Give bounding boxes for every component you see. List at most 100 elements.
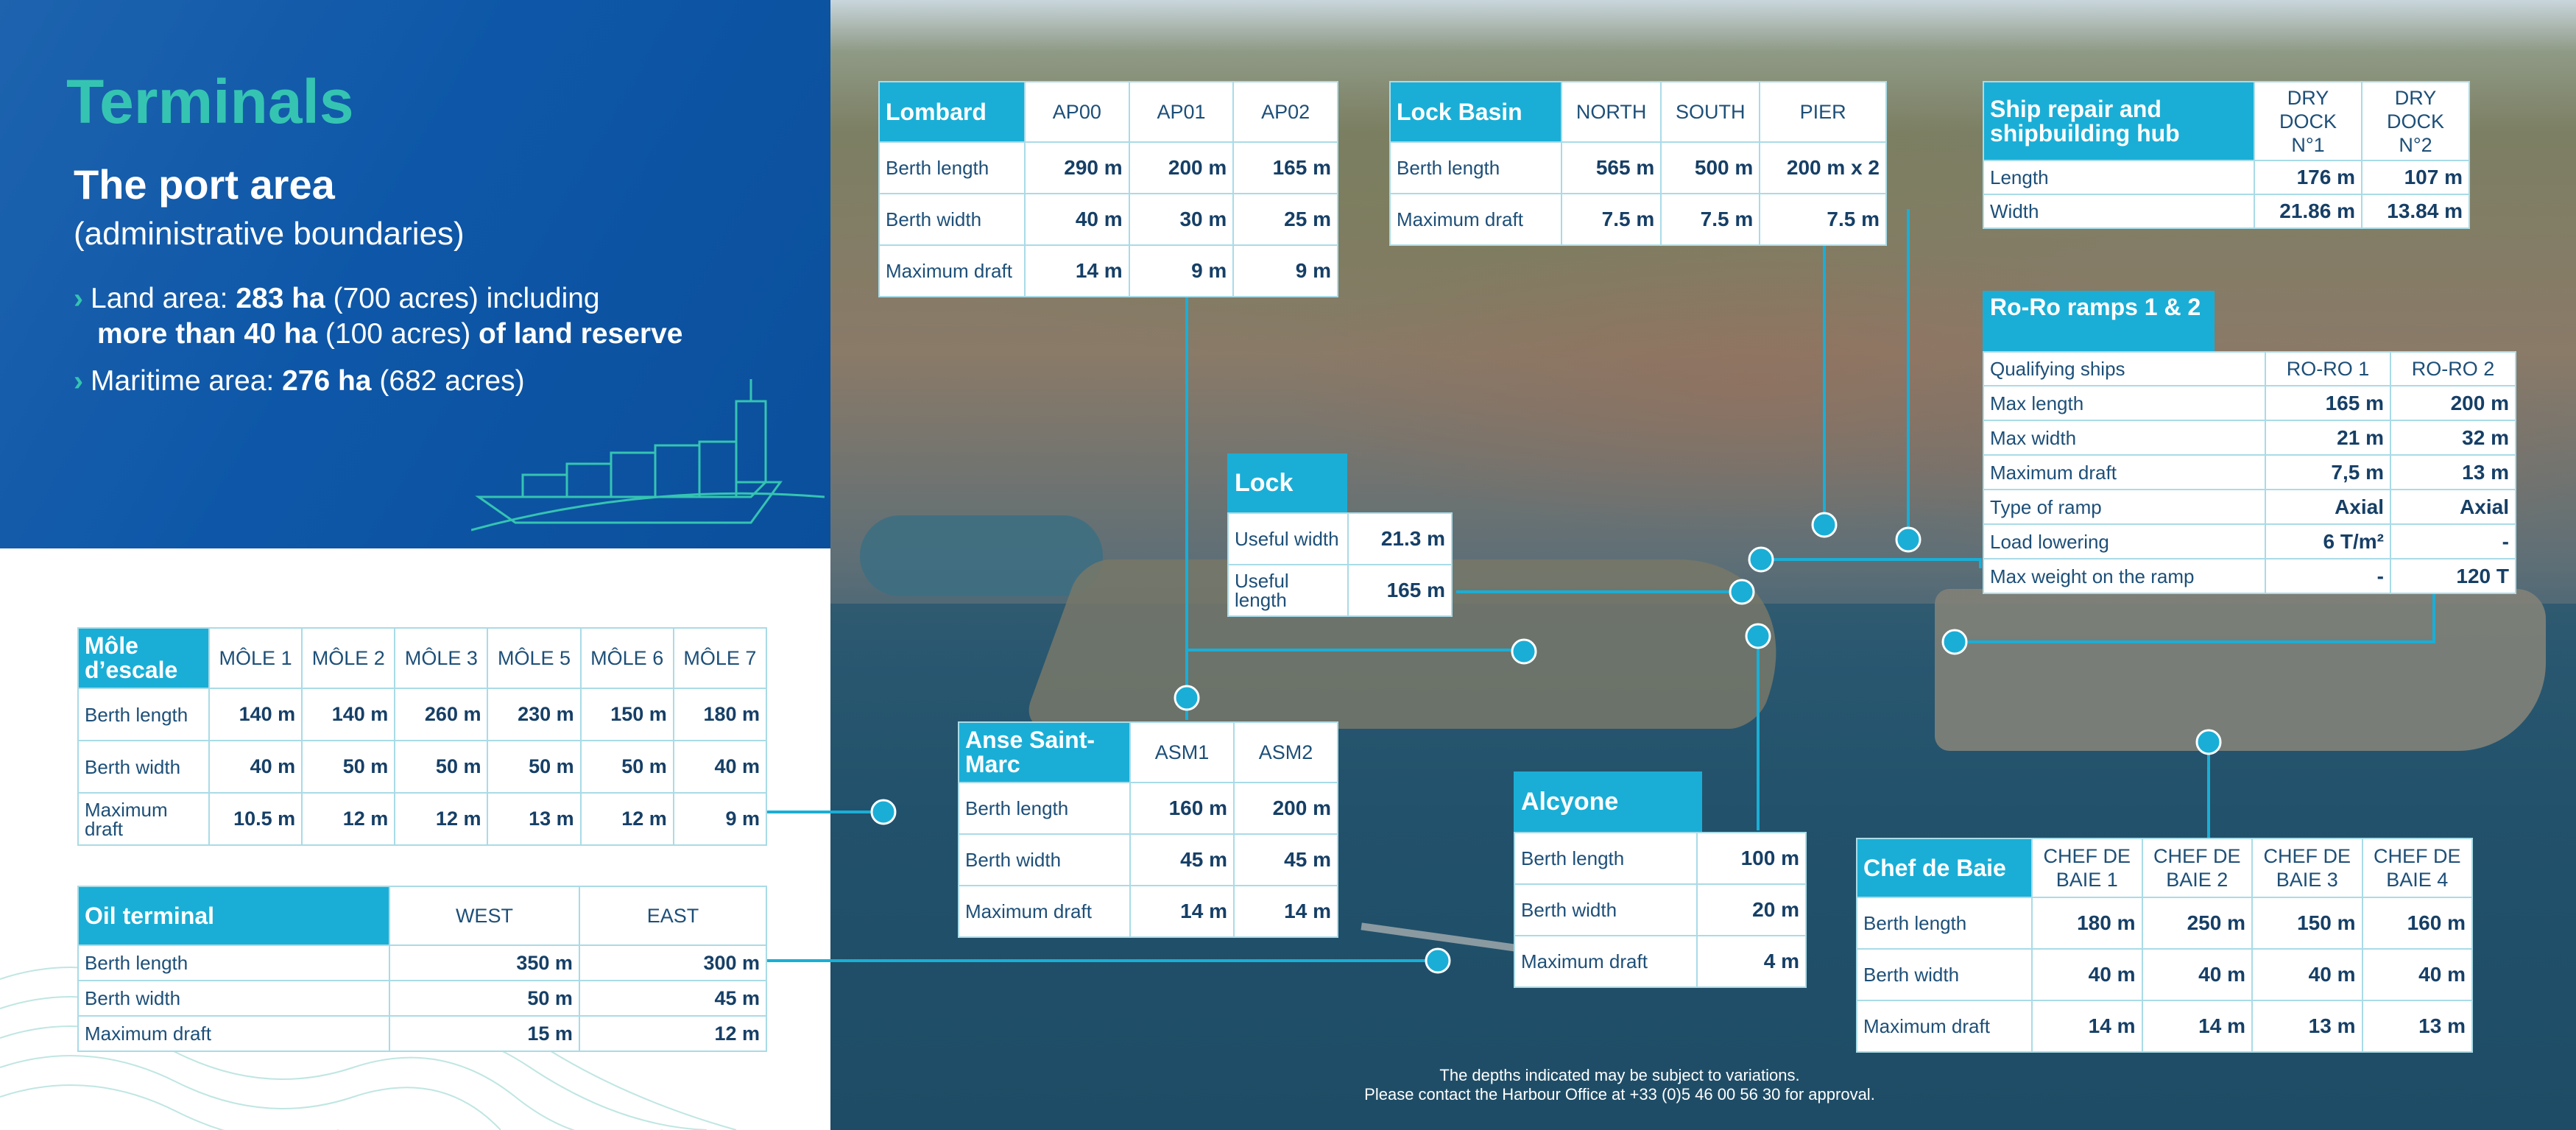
table-row: Berth length 350 m 300 m [77, 944, 768, 981]
row-label: Berth width [77, 740, 210, 794]
table-row: Berth width 40 m 50 m 50 m 50 m 50 m 40 … [77, 740, 768, 794]
cell-value: 7.5 m [1660, 193, 1761, 246]
cell-value: 12 m [578, 1015, 768, 1052]
table-row: Max width 21 m 32 m [1983, 420, 2516, 456]
row-label: Max width [1983, 420, 2266, 456]
lock-title: Lock [1227, 453, 1347, 512]
cell-value: 180 m [2031, 897, 2143, 950]
cell-value: 9 m [1232, 244, 1338, 297]
row-label: Berth length [878, 141, 1026, 194]
cell-value: 12 m [301, 792, 396, 846]
cell-value: 13 m [487, 792, 582, 846]
row-label: Load lowering [1983, 523, 2266, 559]
table-row: Load lowering 6 T/m² - [1983, 523, 2516, 559]
cell-value: 32 m [2390, 420, 2516, 456]
row-label: Maximum draft [1983, 454, 2266, 490]
row-label: Berth length [1856, 897, 2033, 950]
table-row: Berth length 180 m 250 m 150 m 160 m [1856, 897, 2473, 950]
cell-value: 140 m [208, 688, 303, 741]
cell-value: 14 m [1024, 244, 1130, 297]
cell-value: 6 T/m² [2265, 523, 2391, 559]
chef-title: Chef de Baie [1856, 838, 2033, 898]
col-header: CHEF DE BAIE 4 [2361, 838, 2473, 898]
row-label: Berth length [77, 688, 210, 741]
cell-value: 176 m [2254, 160, 2362, 195]
intro-panel [0, 0, 830, 548]
row-label: Maximum draft [958, 885, 1131, 938]
cell-value: 250 m [2141, 897, 2253, 950]
cell-value: 50 m [301, 740, 396, 794]
col-header: AP00 [1024, 81, 1130, 143]
table-row: Maximum draft 10.5 m 12 m 12 m 13 m 12 m… [77, 792, 768, 846]
east-quay-land [1935, 589, 2546, 751]
cell-value: 13 m [2361, 1000, 2473, 1053]
cell-value: 14 m [2031, 1000, 2143, 1053]
table-row: Berth width 20 m [1514, 883, 1807, 936]
cell-value: 100 m [1696, 832, 1807, 885]
cell-value: 107 m [2361, 160, 2470, 195]
footer-line-1: The depths indicated may be subject to v… [1439, 1066, 1800, 1084]
col-header: SOUTH [1660, 81, 1761, 143]
cell-value: 160 m [2361, 897, 2473, 950]
row-label: Type of ramp [1983, 489, 2266, 525]
row-label: Maximum draft [1389, 193, 1562, 246]
cell-value: 150 m [2251, 897, 2363, 950]
row-label: Max weight on the ramp [1983, 558, 2266, 594]
port-area-subheading: (administrative boundaries) [74, 216, 465, 252]
chef-de-baie-table: Chef de Baie CHEF DE BAIE 1 CHEF DE BAIE… [1856, 838, 2473, 1053]
table-row: Maximum draft 14 m 14 m [958, 885, 1338, 938]
table-row: Max length 165 m 200 m [1983, 385, 2516, 421]
ship-repair-title: Ship repair and shipbuilding hub [1983, 81, 2255, 161]
row-label: Berth width [77, 980, 390, 1017]
table-row: Berth length 565 m 500 m 200 m x 2 [1389, 141, 1887, 194]
cell-value: 40 m [2031, 948, 2143, 1001]
col-header: CHEF DE BAIE 3 [2251, 838, 2363, 898]
table-row: Maximum draft 7.5 m 7.5 m 7.5 m [1389, 193, 1887, 246]
cell-value: 12 m [394, 792, 489, 846]
cell-value: 13.84 m [2361, 194, 2470, 229]
page-title: Terminals [66, 67, 354, 136]
cell-value: 10.5 m [208, 792, 303, 846]
cell-value: 45 m [1233, 833, 1338, 886]
cell-value: 21 m [2265, 420, 2391, 456]
table-row: Maximum draft 14 m 9 m 9 m [878, 244, 1338, 297]
cell-value: 165 m [2265, 385, 2391, 421]
table-row: Berth width 45 m 45 m [958, 833, 1338, 886]
cell-value: 200 m [2390, 385, 2516, 421]
cell-value: 300 m [578, 944, 768, 981]
table-row: Berth length 290 m 200 m 165 m [878, 141, 1338, 194]
row-label: Berth length [77, 944, 390, 981]
cell-value: 7.5 m [1560, 193, 1662, 246]
cell-value: 565 m [1560, 141, 1662, 194]
cell-value: 9 m [672, 792, 768, 846]
table-row: Berth width 50 m 45 m [77, 980, 768, 1017]
cell-value: 9 m [1128, 244, 1235, 297]
cell-value: 50 m [487, 740, 582, 794]
col-header: MÔLE 3 [394, 627, 489, 689]
maritime-area-bullet: › Maritime area: 276 ha (682 acres) [74, 365, 525, 397]
cell-value: 12 m [579, 792, 674, 846]
row-label: Maximum draft [77, 1015, 390, 1052]
cell-value: 21.86 m [2254, 194, 2362, 229]
alcyone-table: Berth length 100 m Berth width 20 m Maxi… [1514, 832, 1807, 988]
cell-value: 40 m [672, 740, 768, 794]
row-label: Length [1983, 160, 2255, 195]
row-label: Berth width [1856, 948, 2033, 1001]
cell-value: 180 m [672, 688, 768, 741]
table-row: Qualifying ships RO-RO 1 RO-RO 2 [1983, 351, 2516, 386]
col-header: DRY DOCK N°1 [2254, 81, 2362, 161]
lagoon-basin [860, 515, 1103, 596]
chevron-right-icon: › [74, 283, 83, 314]
table-row: Maximum draft 15 m 12 m [77, 1015, 768, 1052]
cell-value: 120 T [2390, 558, 2516, 594]
col-header: WEST [389, 886, 580, 946]
cell-value: 40 m [2361, 948, 2473, 1001]
table-row: Maximum draft 4 m [1514, 935, 1807, 988]
row-label: Berth width [1514, 883, 1698, 936]
container-ship-illustration [471, 379, 825, 532]
table-row: Type of ramp Axial Axial [1983, 489, 2516, 525]
cell-value: 25 m [1232, 193, 1338, 246]
row-label: Useful width [1227, 512, 1349, 565]
cell-value: 13 m [2390, 454, 2516, 490]
lock-table: Useful width 21.3 m Useful length 165 m [1227, 512, 1453, 617]
